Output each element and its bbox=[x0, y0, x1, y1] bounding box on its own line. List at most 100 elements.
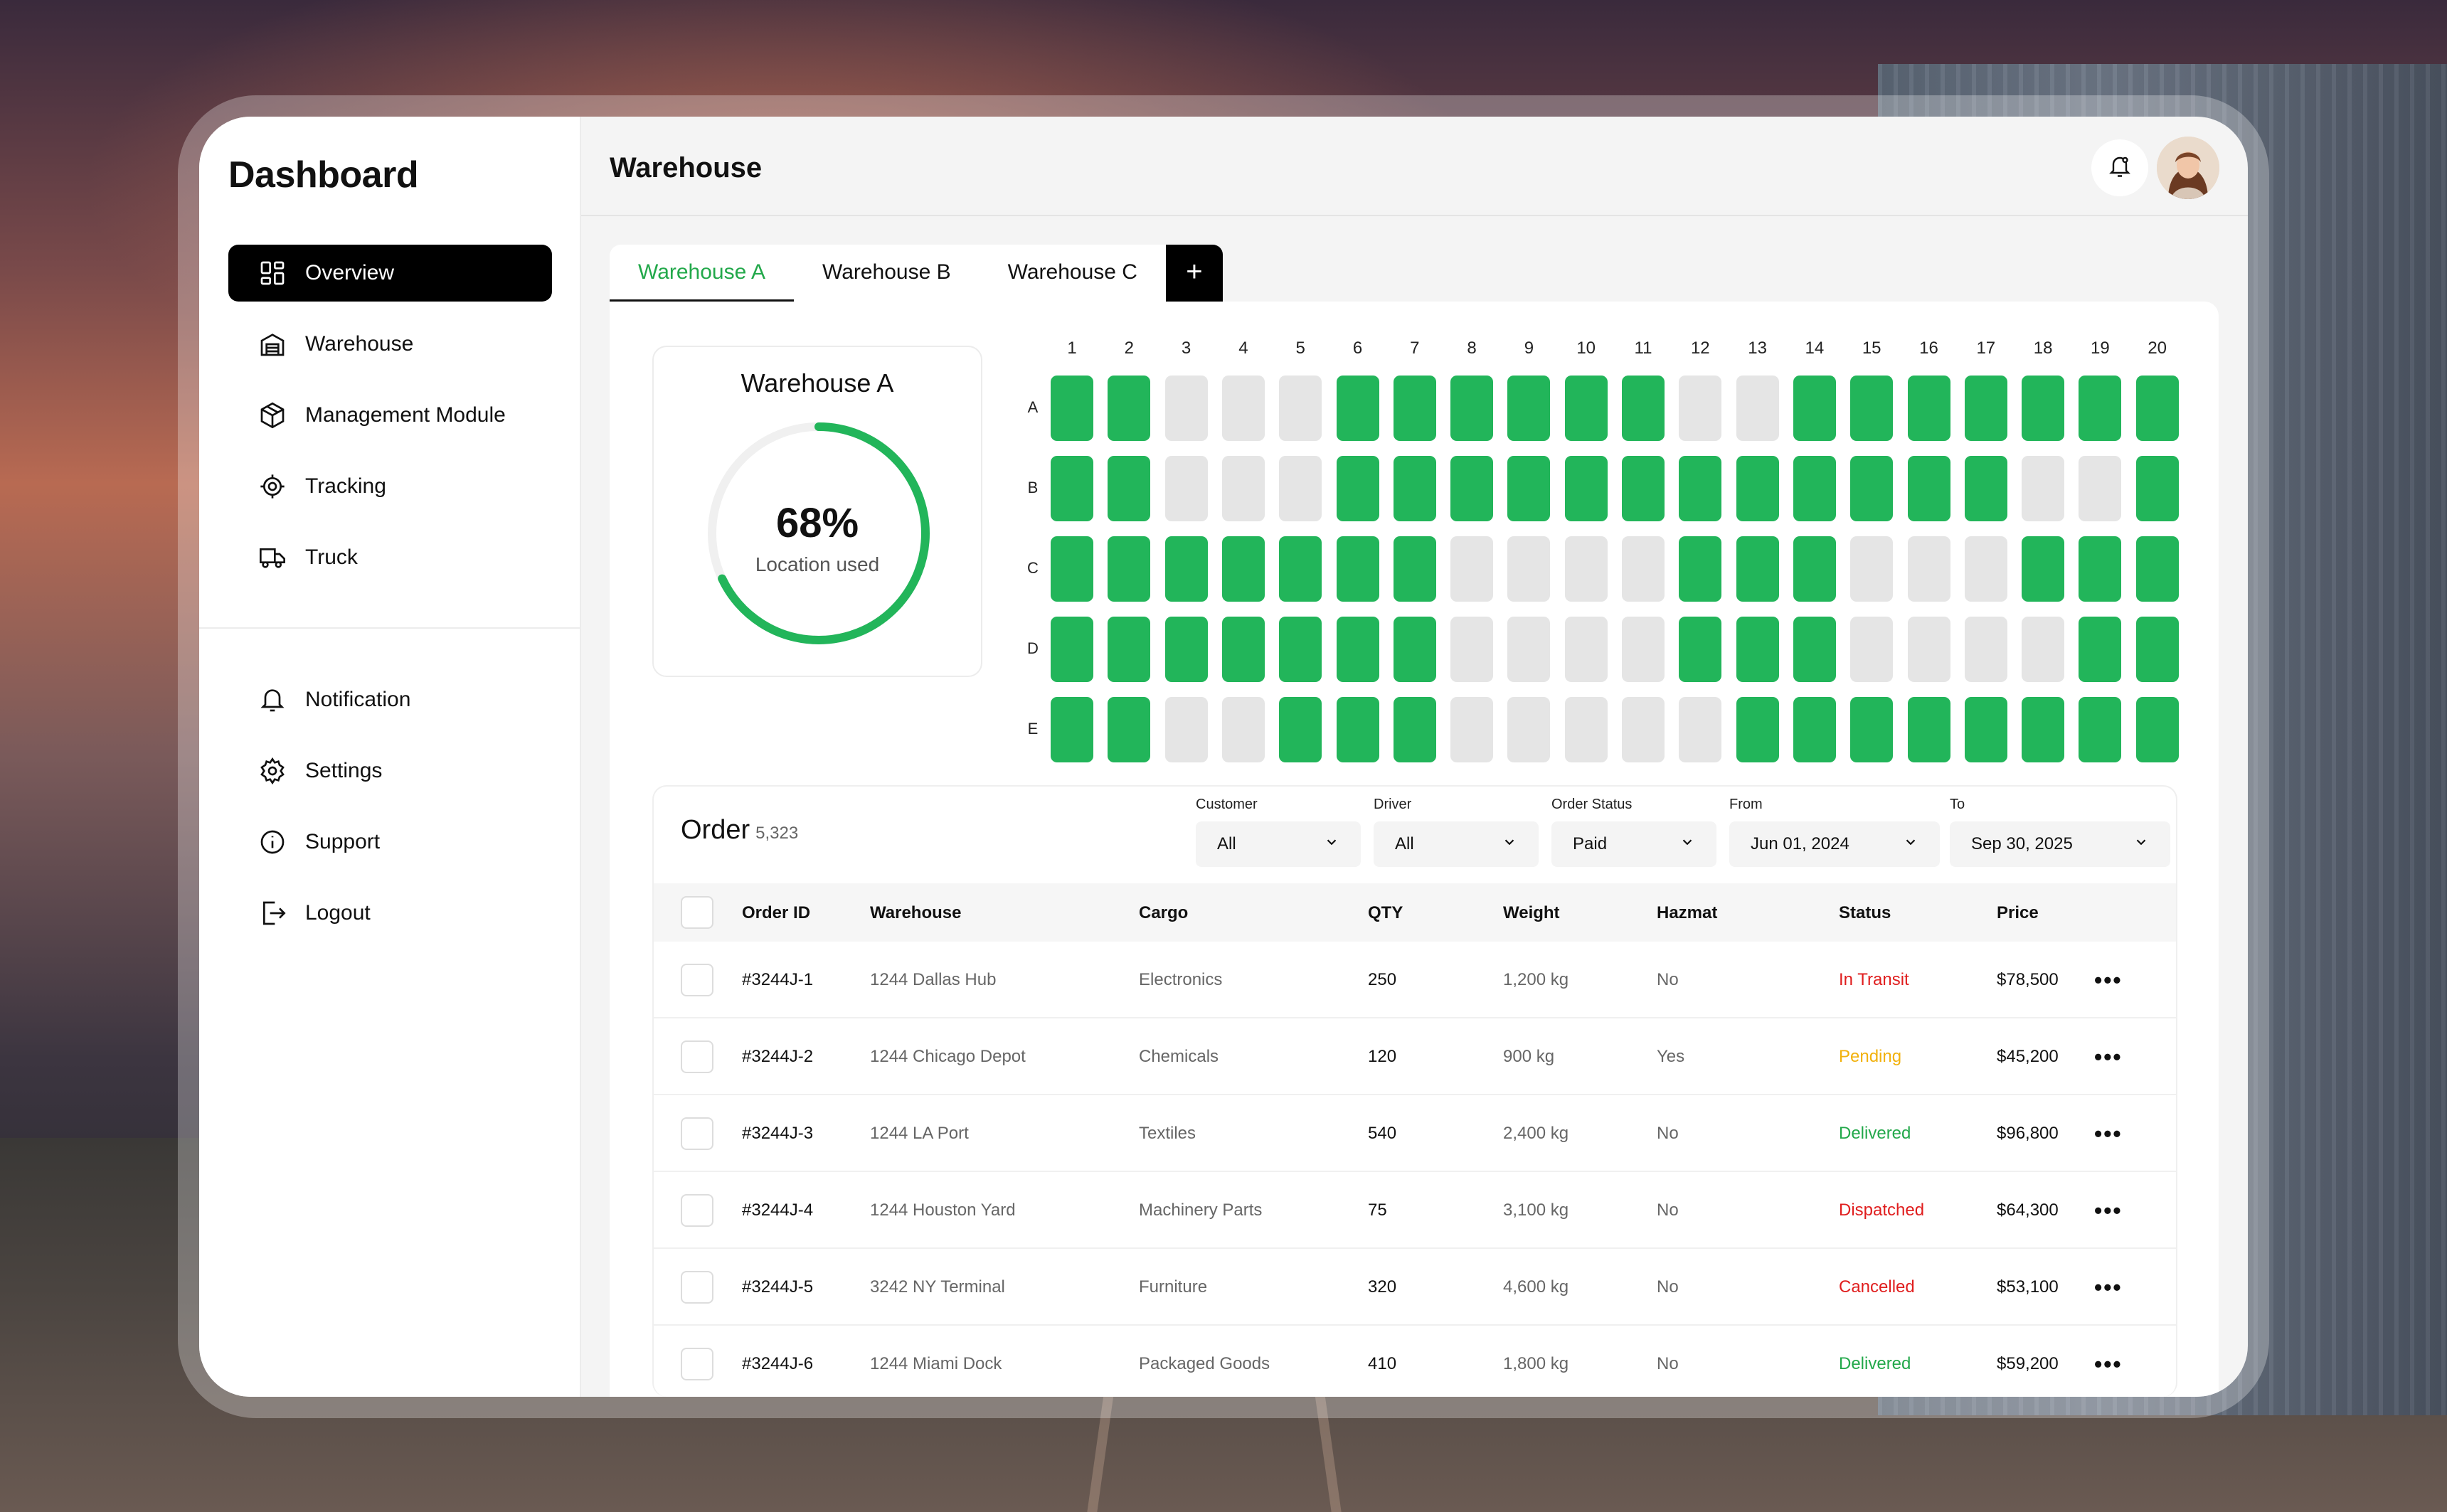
slot-occupied[interactable] bbox=[1393, 456, 1436, 521]
slot-empty[interactable] bbox=[1964, 536, 2007, 602]
slot-empty[interactable] bbox=[1622, 697, 1665, 762]
slot-occupied[interactable] bbox=[1964, 456, 2007, 521]
slot-occupied[interactable] bbox=[2079, 376, 2122, 441]
slot-empty[interactable] bbox=[1736, 376, 1779, 441]
slot-occupied[interactable] bbox=[1221, 617, 1265, 682]
slot-empty[interactable] bbox=[1450, 697, 1494, 762]
table-row[interactable]: #3244J-5 3242 NY Terminal Furniture 320 4,60… bbox=[654, 1249, 2176, 1326]
slot-occupied[interactable] bbox=[1051, 617, 1093, 682]
to-date-select[interactable]: Sep 30, 2025 bbox=[1950, 821, 2170, 867]
slot-occupied[interactable] bbox=[1850, 376, 1894, 441]
slot-occupied[interactable] bbox=[1793, 617, 1836, 682]
slot-empty[interactable] bbox=[1907, 617, 1950, 682]
sidebar-item-overview[interactable]: Overview bbox=[228, 245, 552, 302]
sidebar-item-management-module[interactable]: Management Module bbox=[228, 387, 552, 444]
slot-occupied[interactable] bbox=[1564, 376, 1608, 441]
slot-occupied[interactable] bbox=[1964, 376, 2007, 441]
slot-occupied[interactable] bbox=[1051, 697, 1093, 762]
row-checkbox[interactable] bbox=[681, 1117, 713, 1150]
slot-occupied[interactable] bbox=[2135, 376, 2179, 441]
slot-occupied[interactable] bbox=[2079, 617, 2122, 682]
slot-empty[interactable] bbox=[1450, 536, 1494, 602]
slot-occupied[interactable] bbox=[1450, 456, 1494, 521]
slot-occupied[interactable] bbox=[1679, 617, 1722, 682]
sidebar-item-warehouse[interactable]: Warehouse bbox=[228, 316, 552, 373]
table-row[interactable]: #3244J-6 1244 Miami Dock Packaged Goods 410… bbox=[654, 1326, 2176, 1397]
slot-occupied[interactable] bbox=[1164, 617, 1208, 682]
slot-empty[interactable] bbox=[1964, 617, 2007, 682]
slot-occupied[interactable] bbox=[2079, 536, 2122, 602]
sidebar-item-logout[interactable]: Logout bbox=[228, 885, 552, 942]
slot-occupied[interactable] bbox=[1907, 456, 1950, 521]
row-checkbox[interactable] bbox=[681, 1040, 713, 1073]
slot-empty[interactable] bbox=[1507, 536, 1551, 602]
row-menu-button[interactable]: ••• bbox=[2094, 1351, 2123, 1377]
slot-occupied[interactable] bbox=[1108, 536, 1151, 602]
slot-occupied[interactable] bbox=[1736, 697, 1779, 762]
tab-warehouse-c[interactable]: Warehouse C bbox=[979, 245, 1166, 302]
slot-occupied[interactable] bbox=[2022, 697, 2065, 762]
sidebar-item-truck[interactable]: Truck bbox=[228, 529, 552, 586]
slot-occupied[interactable] bbox=[1336, 536, 1379, 602]
table-row[interactable]: #3244J-1 1244 Dallas Hub Electronics 250 1,2… bbox=[654, 942, 2176, 1018]
tab-warehouse-b[interactable]: Warehouse B bbox=[794, 245, 980, 302]
slot-occupied[interactable] bbox=[1964, 697, 2007, 762]
slot-empty[interactable] bbox=[1221, 456, 1265, 521]
row-checkbox[interactable] bbox=[681, 1271, 713, 1304]
row-menu-button[interactable]: ••• bbox=[2094, 1121, 2123, 1146]
slot-empty[interactable] bbox=[1622, 617, 1665, 682]
slot-occupied[interactable] bbox=[1108, 376, 1151, 441]
slot-occupied[interactable] bbox=[2022, 536, 2065, 602]
table-row[interactable]: #3244J-3 1244 LA Port Textiles 540 2,400 kg N… bbox=[654, 1095, 2176, 1172]
table-row[interactable]: #3244J-4 1244 Houston Yard Machinery Parts… bbox=[654, 1172, 2176, 1249]
slot-empty[interactable] bbox=[1221, 697, 1265, 762]
row-menu-button[interactable]: ••• bbox=[2094, 1274, 2123, 1300]
driver-select[interactable]: All bbox=[1374, 821, 1539, 867]
row-checkbox[interactable] bbox=[681, 1348, 713, 1380]
slot-occupied[interactable] bbox=[1221, 536, 1265, 602]
slot-occupied[interactable] bbox=[1393, 536, 1436, 602]
avatar[interactable] bbox=[2157, 137, 2219, 199]
slot-occupied[interactable] bbox=[1850, 697, 1894, 762]
slot-empty[interactable] bbox=[1679, 697, 1722, 762]
slot-empty[interactable] bbox=[1850, 536, 1894, 602]
slot-occupied[interactable] bbox=[1736, 536, 1779, 602]
slot-occupied[interactable] bbox=[2135, 697, 2179, 762]
slot-empty[interactable] bbox=[1907, 536, 1950, 602]
slot-occupied[interactable] bbox=[1279, 617, 1322, 682]
slot-occupied[interactable] bbox=[1622, 456, 1665, 521]
slot-occupied[interactable] bbox=[1336, 376, 1379, 441]
slot-occupied[interactable] bbox=[2135, 456, 2179, 521]
slot-empty[interactable] bbox=[1564, 617, 1608, 682]
row-checkbox[interactable] bbox=[681, 1194, 713, 1227]
order-status-select[interactable]: Paid bbox=[1551, 821, 1716, 867]
slot-empty[interactable] bbox=[1164, 376, 1208, 441]
sidebar-item-tracking[interactable]: Tracking bbox=[228, 458, 552, 515]
slot-empty[interactable] bbox=[1450, 617, 1494, 682]
row-menu-button[interactable]: ••• bbox=[2094, 1044, 2123, 1070]
slot-occupied[interactable] bbox=[1850, 456, 1894, 521]
select-all-checkbox[interactable] bbox=[681, 896, 713, 929]
slot-occupied[interactable] bbox=[1736, 456, 1779, 521]
slot-empty[interactable] bbox=[1279, 456, 1322, 521]
slot-empty[interactable] bbox=[1164, 697, 1208, 762]
sidebar-item-support[interactable]: Support bbox=[228, 814, 552, 871]
slot-occupied[interactable] bbox=[1108, 456, 1151, 521]
slot-occupied[interactable] bbox=[1793, 456, 1836, 521]
slot-occupied[interactable] bbox=[1051, 536, 1093, 602]
slot-occupied[interactable] bbox=[1108, 617, 1151, 682]
row-checkbox[interactable] bbox=[681, 964, 713, 996]
slot-occupied[interactable] bbox=[1336, 697, 1379, 762]
slot-occupied[interactable] bbox=[1507, 456, 1551, 521]
slot-occupied[interactable] bbox=[1279, 697, 1322, 762]
slot-occupied[interactable] bbox=[1679, 456, 1722, 521]
slot-occupied[interactable] bbox=[1393, 697, 1436, 762]
slot-occupied[interactable] bbox=[1393, 617, 1436, 682]
sidebar-item-notification[interactable]: Notification bbox=[228, 671, 552, 728]
slot-empty[interactable] bbox=[1507, 617, 1551, 682]
slot-occupied[interactable] bbox=[1450, 376, 1494, 441]
slot-occupied[interactable] bbox=[1622, 376, 1665, 441]
slot-occupied[interactable] bbox=[1736, 617, 1779, 682]
slot-empty[interactable] bbox=[1850, 617, 1894, 682]
slot-empty[interactable] bbox=[1221, 376, 1265, 441]
